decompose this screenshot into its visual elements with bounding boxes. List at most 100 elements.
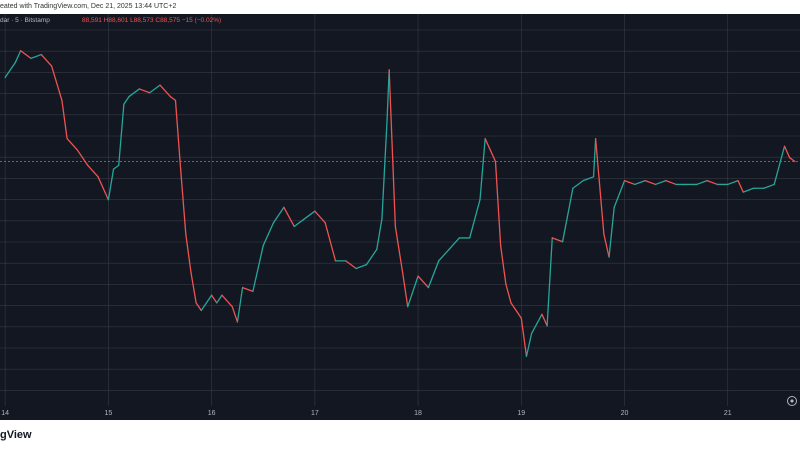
grid	[0, 14, 800, 406]
published-text: eated with TradingView.com, Dec 21, 2025…	[0, 3, 177, 10]
price-segment	[262, 221, 275, 247]
price-segment	[272, 206, 285, 224]
price-segment	[386, 69, 390, 121]
x-tick-label: 19	[517, 410, 525, 417]
price-segment	[87, 164, 99, 178]
price-segment	[185, 233, 192, 273]
price-segment	[40, 53, 53, 67]
price-segment	[14, 50, 22, 63]
price-segment	[97, 176, 110, 201]
price-segment	[505, 283, 512, 304]
price-segment	[61, 99, 68, 140]
legend: dar · 5 · Bitstamp 88,591 H88,601 L88,57…	[0, 17, 221, 24]
price-segment	[417, 275, 430, 289]
price-segment	[345, 260, 357, 270]
price-segment	[479, 137, 486, 201]
x-tick-label: 21	[724, 410, 732, 417]
price-segment	[210, 294, 218, 304]
price-segment	[644, 179, 657, 186]
price-segment	[293, 218, 306, 228]
x-tick-label: 20	[621, 410, 629, 417]
price-segment	[236, 286, 244, 323]
price-segment	[179, 168, 187, 235]
footer	[0, 420, 800, 450]
price-segment	[634, 179, 646, 186]
price-segment	[159, 84, 171, 98]
price-segment	[30, 53, 42, 60]
price-segment	[783, 145, 791, 159]
price-segment	[190, 271, 197, 304]
x-tick-label: 17	[311, 410, 319, 417]
price-segment	[221, 294, 233, 308]
price-segment	[107, 168, 115, 201]
price-segment	[324, 221, 337, 262]
price-segment	[216, 294, 223, 304]
price-segment	[241, 286, 254, 293]
price-segment	[520, 317, 528, 357]
price-segment	[592, 137, 597, 178]
price-segment	[303, 210, 316, 220]
price-segment	[510, 302, 517, 312]
price-segment	[231, 306, 239, 323]
price-segment	[706, 179, 719, 186]
price-segment	[66, 137, 79, 151]
price-segment	[381, 118, 388, 220]
price-segment	[195, 302, 202, 312]
x-tick-label: 18	[414, 410, 422, 417]
price-segment	[546, 237, 553, 327]
price-segment	[469, 199, 481, 239]
price-segment	[603, 233, 610, 258]
chart-background	[0, 14, 800, 420]
price-segment	[737, 179, 744, 193]
price-segment	[484, 137, 491, 151]
x-tick-label: 14	[1, 410, 9, 417]
price-segment	[789, 157, 796, 163]
price-segment	[4, 61, 17, 79]
price-segment	[118, 103, 125, 166]
replay-icon[interactable]	[787, 396, 797, 406]
price-segment	[499, 244, 507, 285]
price-segment	[76, 149, 89, 166]
brand-text: gView	[0, 429, 32, 441]
x-tick-label: 15	[104, 410, 112, 417]
price-segment	[149, 84, 161, 94]
published-bar: eated with TradingView.com, Dec 21, 2025…	[0, 0, 800, 14]
price-segment	[696, 179, 708, 186]
price-segment	[654, 179, 667, 186]
price-segment	[112, 164, 120, 170]
x-tick-label: 16	[208, 410, 216, 417]
price-segment	[252, 244, 264, 293]
price-segment	[613, 179, 626, 209]
price-segment	[200, 294, 213, 312]
price-segment	[594, 137, 605, 235]
price-segment	[582, 176, 595, 182]
price-segment	[561, 187, 574, 243]
price-segment	[489, 149, 497, 163]
price-segment	[525, 332, 533, 357]
price-segment	[376, 218, 383, 251]
price-segment	[551, 237, 564, 243]
price-segment	[541, 313, 548, 327]
price-segment	[572, 179, 584, 189]
legend-values: 88,591 H88,601 L88,573 C88,575 −15 (−0.0…	[82, 17, 221, 24]
legend-symbol: dar · 5 · Bitstamp	[0, 17, 50, 24]
price-series	[4, 50, 796, 357]
price-segment	[174, 99, 182, 170]
price-segment	[401, 271, 409, 308]
price-segment	[665, 179, 677, 186]
price-segment	[742, 187, 755, 193]
chart-area[interactable]: 14 15 16 17 18 19 20 21 dar · 5 · Bitstamp 88,5…	[0, 14, 800, 420]
price-segment	[494, 160, 502, 247]
price-segment	[530, 313, 543, 335]
price-segment	[365, 248, 378, 266]
price-segment	[314, 210, 326, 224]
price-segment	[773, 145, 786, 186]
price-chart[interactable]: 14 15 16 17 18 19 20 21 dar · 5 · Bitstamp 88,5…	[0, 14, 800, 420]
price-segment	[407, 275, 419, 308]
price-segment	[128, 88, 141, 98]
price-segment	[515, 309, 522, 319]
price-segment	[169, 95, 177, 102]
x-axis: 14 15 16 17 18 19 20 21	[1, 410, 731, 417]
price-segment	[448, 237, 461, 251]
price-segment	[623, 179, 636, 186]
